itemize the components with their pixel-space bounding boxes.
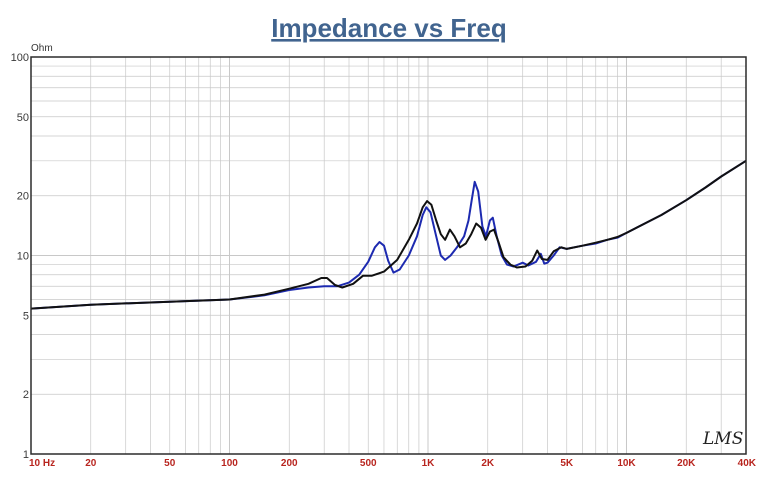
x-tick-label: 500 <box>360 458 377 469</box>
y-tick-label: 2 <box>23 389 29 401</box>
x-tick-label: 50 <box>164 458 176 469</box>
x-tick-label: 20 <box>85 458 97 469</box>
y-tick-label: 100 <box>11 52 29 64</box>
y-tick-label: 10 <box>17 251 29 263</box>
y-tick-label: 1 <box>23 449 29 461</box>
x-tick-label: 20K <box>677 458 696 469</box>
plot-frame <box>30 56 747 455</box>
y-tick-label: 20 <box>17 191 29 203</box>
x-tick-label: 200 <box>281 458 298 469</box>
x-tick-label: 100 <box>221 458 238 469</box>
x-tick-label: 1K <box>422 458 436 469</box>
x-tick-label: 2K <box>481 458 495 469</box>
x-tick-label: 10 Hz <box>29 458 55 469</box>
impedance-line-black <box>30 159 747 310</box>
x-tick-labels: 10 Hz 20 50 100 200 500 1K 2K 5K 10K 20K 40K <box>29 458 757 469</box>
grid <box>30 57 747 455</box>
x-tick-label: 10K <box>617 458 636 469</box>
chart-title: Impedance vs Freq <box>271 13 507 43</box>
y-axis-unit: Ohm <box>31 43 53 54</box>
series-group <box>30 159 747 310</box>
x-tick-label: 40K <box>738 458 757 469</box>
y-tick-label: 5 <box>23 310 29 322</box>
y-tick-label: 50 <box>17 112 29 124</box>
lms-watermark: LMS <box>702 429 743 449</box>
y-tick-labels: 1 2 5 10 20 50 100 <box>11 52 29 461</box>
x-tick-label: 5K <box>560 458 574 469</box>
